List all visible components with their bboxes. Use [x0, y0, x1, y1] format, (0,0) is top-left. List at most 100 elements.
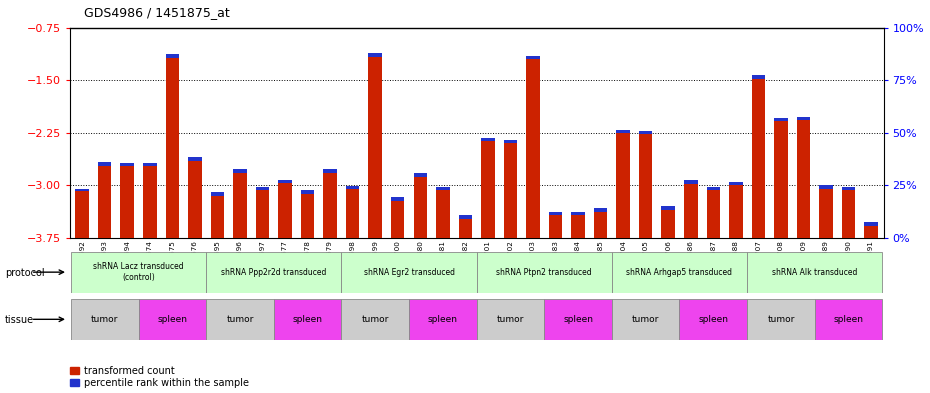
- Text: shRNA Ptpn2 transduced: shRNA Ptpn2 transduced: [497, 268, 592, 277]
- Bar: [684, 184, 698, 238]
- Bar: [661, 210, 675, 238]
- Bar: [273, 299, 341, 340]
- Bar: [815, 299, 883, 340]
- Bar: [341, 252, 477, 293]
- Bar: [594, 208, 607, 212]
- Bar: [206, 252, 341, 293]
- Bar: [842, 190, 856, 238]
- Text: tissue: tissue: [5, 314, 33, 325]
- Bar: [278, 183, 292, 238]
- Bar: [233, 173, 246, 238]
- Bar: [751, 75, 765, 79]
- Bar: [256, 187, 270, 190]
- Bar: [504, 143, 517, 238]
- Bar: [774, 121, 788, 238]
- Bar: [612, 299, 680, 340]
- Bar: [71, 299, 139, 340]
- Bar: [300, 194, 314, 238]
- Text: tumor: tumor: [226, 315, 254, 324]
- Bar: [166, 58, 179, 238]
- Text: spleen: spleen: [833, 315, 864, 324]
- Bar: [544, 299, 612, 340]
- Bar: [188, 157, 202, 161]
- Bar: [477, 252, 612, 293]
- Bar: [729, 182, 743, 185]
- Bar: [436, 187, 449, 190]
- Bar: [797, 120, 810, 238]
- Bar: [324, 169, 337, 173]
- Bar: [210, 192, 224, 196]
- Bar: [121, 163, 134, 166]
- Bar: [639, 130, 653, 134]
- Legend: transformed count, percentile rank within the sample: transformed count, percentile rank withi…: [70, 366, 248, 388]
- Bar: [864, 226, 878, 238]
- Bar: [819, 185, 832, 189]
- Bar: [210, 196, 224, 238]
- Bar: [256, 190, 270, 238]
- Bar: [842, 187, 856, 190]
- Bar: [684, 180, 698, 184]
- Text: tumor: tumor: [767, 315, 794, 324]
- Bar: [391, 197, 405, 200]
- Bar: [797, 116, 810, 120]
- Bar: [526, 55, 539, 59]
- Bar: [774, 118, 788, 121]
- Bar: [526, 59, 539, 238]
- Bar: [707, 187, 720, 190]
- Text: spleen: spleen: [428, 315, 458, 324]
- Text: protocol: protocol: [5, 268, 45, 278]
- Bar: [278, 180, 292, 183]
- Text: spleen: spleen: [563, 315, 593, 324]
- Bar: [612, 252, 747, 293]
- Bar: [751, 79, 765, 238]
- Bar: [346, 186, 359, 189]
- Text: shRNA Ppp2r2d transduced: shRNA Ppp2r2d transduced: [221, 268, 326, 277]
- Bar: [75, 191, 89, 238]
- Bar: [166, 54, 179, 58]
- Text: GDS4986 / 1451875_at: GDS4986 / 1451875_at: [84, 6, 230, 19]
- Text: shRNA Lacz transduced
(control): shRNA Lacz transduced (control): [93, 263, 184, 282]
- Text: shRNA Egr2 transduced: shRNA Egr2 transduced: [364, 268, 455, 277]
- Bar: [206, 299, 273, 340]
- Bar: [458, 215, 472, 219]
- Bar: [549, 212, 563, 215]
- Text: shRNA Alk transduced: shRNA Alk transduced: [772, 268, 857, 277]
- Bar: [481, 138, 495, 141]
- Text: spleen: spleen: [698, 315, 728, 324]
- Bar: [143, 163, 156, 166]
- Bar: [571, 212, 585, 215]
- Bar: [98, 162, 112, 165]
- Bar: [139, 299, 206, 340]
- Bar: [747, 252, 883, 293]
- Bar: [324, 173, 337, 238]
- Bar: [617, 133, 630, 238]
- Bar: [594, 212, 607, 238]
- Bar: [436, 190, 449, 238]
- Text: tumor: tumor: [632, 315, 659, 324]
- Bar: [680, 299, 747, 340]
- Bar: [98, 165, 112, 238]
- Bar: [617, 130, 630, 133]
- Bar: [188, 161, 202, 238]
- Text: tumor: tumor: [91, 315, 118, 324]
- Bar: [300, 190, 314, 194]
- Bar: [368, 53, 382, 57]
- Bar: [864, 222, 878, 226]
- Bar: [414, 177, 427, 238]
- Bar: [477, 299, 544, 340]
- Bar: [341, 299, 409, 340]
- Bar: [504, 140, 517, 143]
- Text: shRNA Arhgap5 transduced: shRNA Arhgap5 transduced: [627, 268, 733, 277]
- Bar: [747, 299, 815, 340]
- Bar: [368, 57, 382, 238]
- Bar: [549, 215, 563, 238]
- Bar: [75, 189, 89, 191]
- Bar: [71, 252, 206, 293]
- Bar: [143, 166, 156, 238]
- Bar: [458, 219, 472, 238]
- Bar: [571, 215, 585, 238]
- Bar: [409, 299, 477, 340]
- Bar: [729, 185, 743, 238]
- Bar: [639, 134, 653, 238]
- Text: tumor: tumor: [497, 315, 525, 324]
